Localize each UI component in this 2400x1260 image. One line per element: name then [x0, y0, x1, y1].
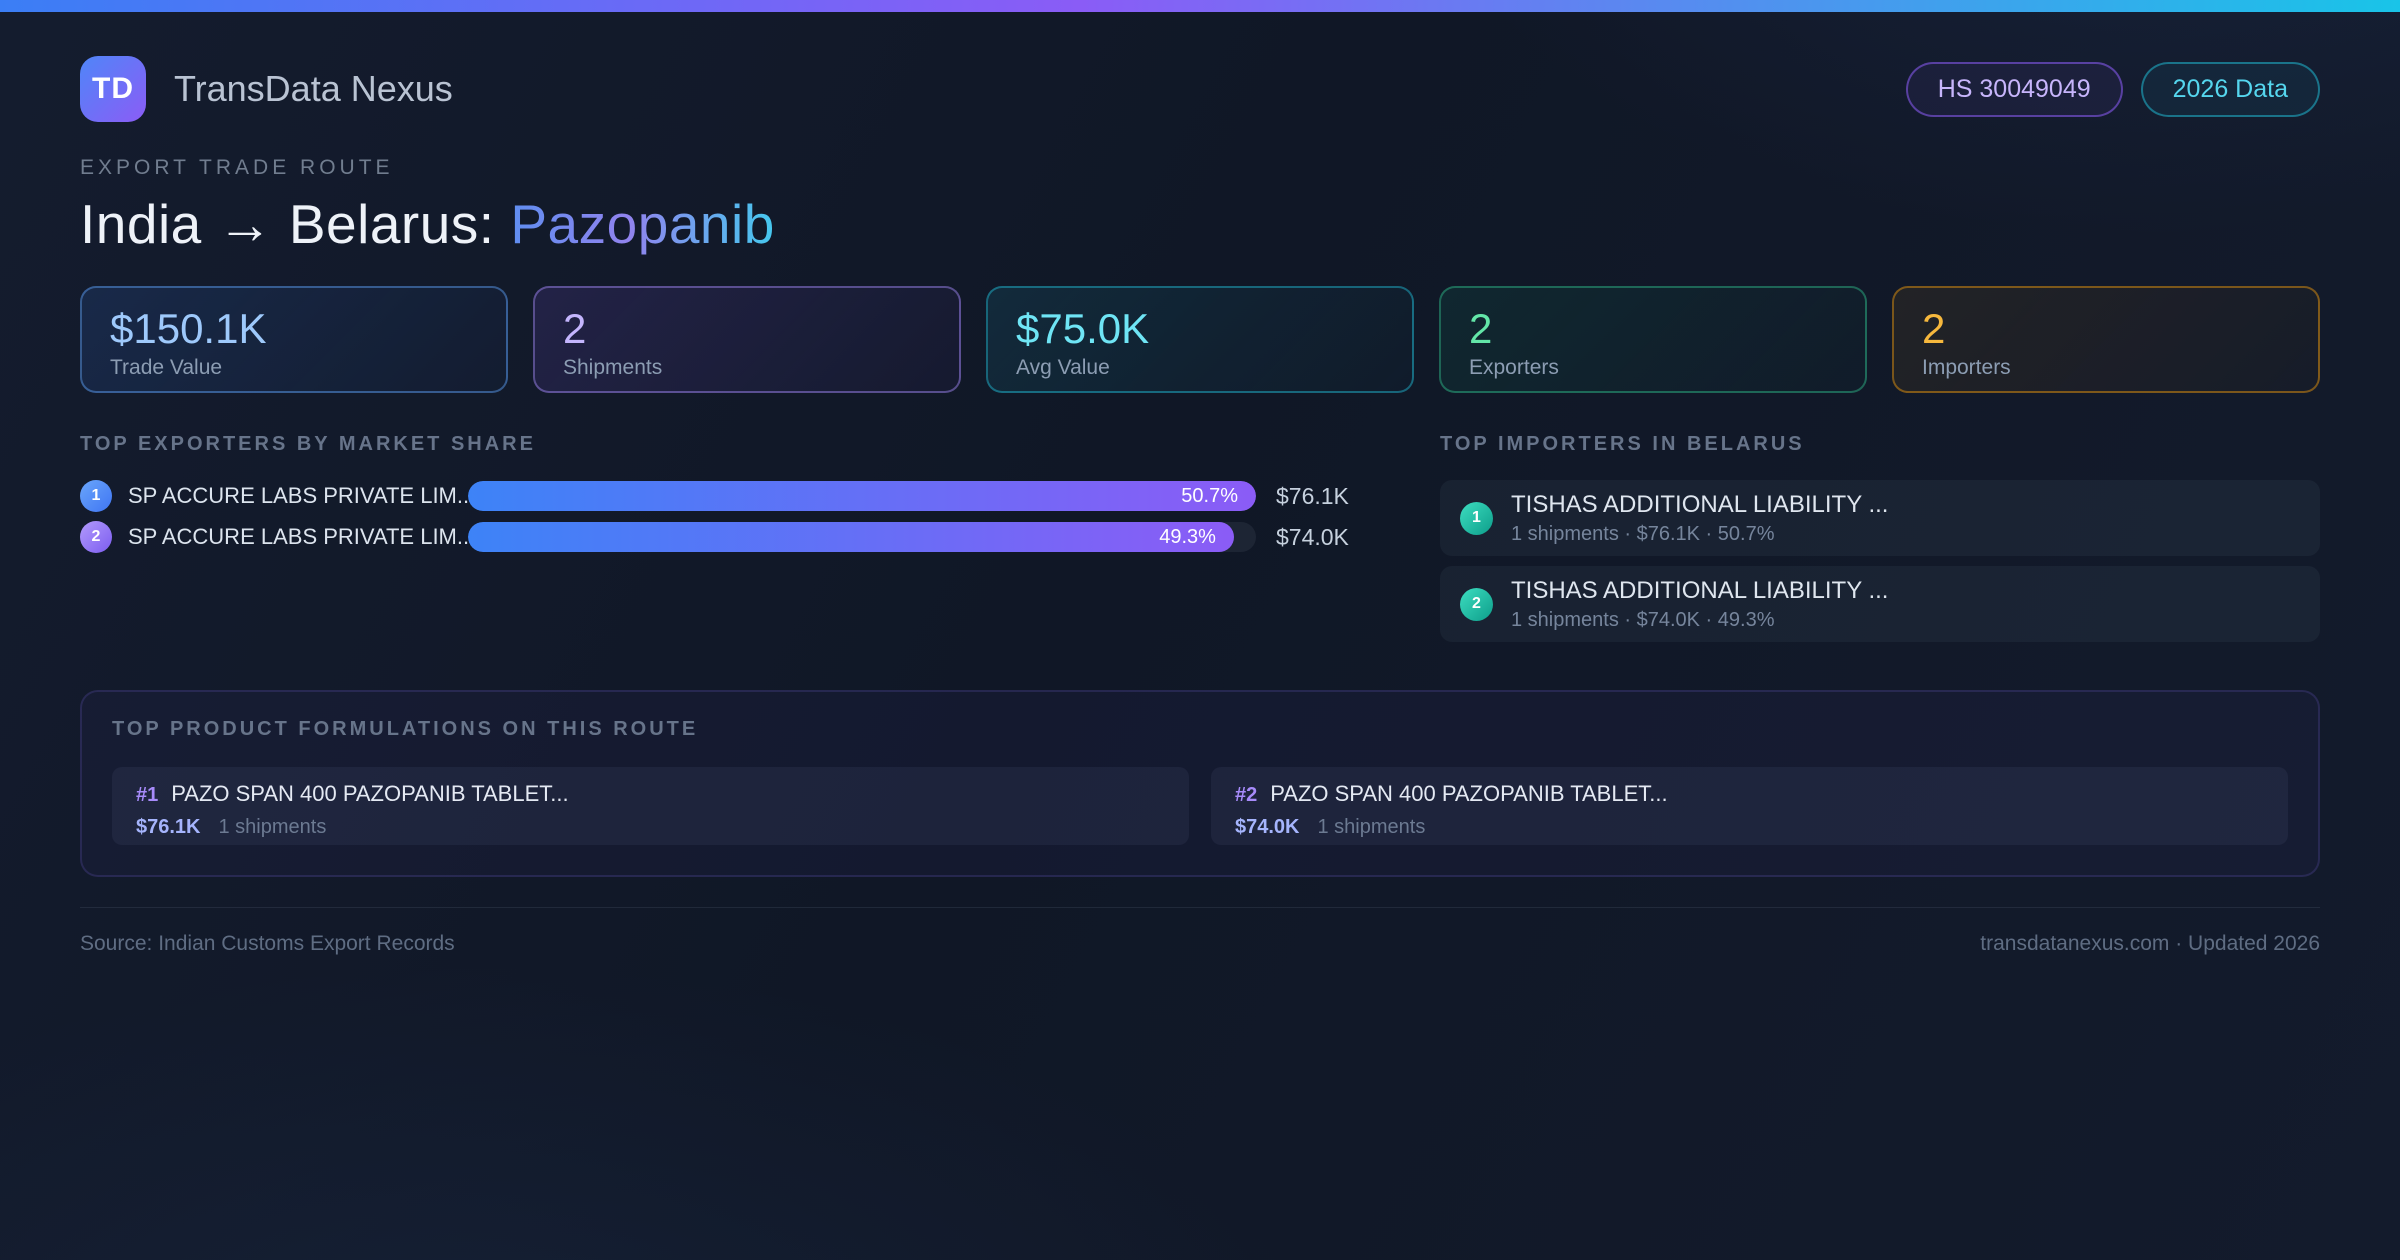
stat-label: Trade Value [110, 356, 223, 380]
stat-value: 2 [563, 305, 587, 352]
exporter-row[interactable]: 1 SP ACCURE LABS PRIVATE LIM... 50.7% $7… [80, 480, 1366, 512]
products-title: TOP PRODUCT FORMULATIONS ON THIS ROUTE [112, 718, 699, 740]
market-share-bar: 50.7% [468, 481, 1256, 511]
products-grid: #1 PAZO SPAN 400 PAZOPANIB TABLET... $76… [112, 767, 2288, 845]
market-share-bar-track: 49.3% [468, 522, 1256, 552]
columns: TOP EXPORTERS BY MARKET SHARE 1 SP ACCUR… [80, 433, 2320, 652]
product-stats: $74.0K 1 shipments [1235, 816, 2264, 839]
stat-label: Importers [1922, 356, 2011, 380]
rank-badge: 1 [1460, 501, 1493, 535]
stat-card-exporters: 2 Exporters [1439, 286, 1867, 393]
importer-info: TISHAS ADDITIONAL LIABILITY ... 1 shipme… [1511, 577, 1888, 632]
importers-section: TOP IMPORTERS IN BELARUS 1 TISHAS ADDITI… [1440, 433, 2320, 652]
importer-card[interactable]: 2 TISHAS ADDITIONAL LIABILITY ... 1 ship… [1440, 566, 2320, 642]
product-card[interactable]: #2 PAZO SPAN 400 PAZOPANIB TABLET... $74… [1211, 767, 2288, 845]
exporter-value: $74.0K [1276, 523, 1349, 550]
stat-label: Shipments [563, 356, 663, 380]
app-logo: TD [80, 56, 146, 122]
importer-info: TISHAS ADDITIONAL LIABILITY ... 1 shipme… [1511, 491, 1888, 546]
product-name: PAZO SPAN 400 PAZOPANIB TABLET... [171, 781, 569, 806]
product-rank: #2 [1235, 784, 1258, 806]
page-title-route: India → Belarus: [80, 193, 511, 255]
header-badges: HS 30049049 2026 Data [1905, 61, 2320, 117]
exporters-section: TOP EXPORTERS BY MARKET SHARE 1 SP ACCUR… [80, 433, 1366, 652]
stat-value: $75.0K [1016, 305, 1150, 352]
stat-value: 2 [1922, 305, 1946, 352]
hs-code-badge: HS 30049049 [1905, 61, 2123, 117]
importer-meta: 1 shipments · $76.1K · 50.7% [1511, 522, 1775, 545]
importer-meta: 1 shipments · $74.0K · 49.3% [1511, 608, 1775, 631]
exporter-value: $76.1K [1276, 482, 1349, 509]
market-share-percent: 49.3% [1159, 525, 1216, 548]
stat-cards-row: $150.1K Trade Value 2 Shipments $75.0K A… [80, 286, 2320, 393]
data-year-badge: 2026 Data [2140, 61, 2320, 117]
importers-title: TOP IMPORTERS IN BELARUS [1440, 433, 1805, 455]
product-header: #2 PAZO SPAN 400 PAZOPANIB TABLET... [1235, 781, 2264, 807]
stat-label: Exporters [1469, 356, 1559, 380]
market-share-percent: 50.7% [1181, 484, 1238, 507]
exporters-title: TOP EXPORTERS BY MARKET SHARE [80, 433, 536, 455]
importer-card[interactable]: 1 TISHAS ADDITIONAL LIABILITY ... 1 ship… [1440, 480, 2320, 556]
product-shipments: 1 shipments [1317, 816, 1426, 838]
stat-card-avg-value: $75.0K Avg Value [986, 286, 1414, 393]
stat-value: 2 [1469, 305, 1493, 352]
top-accent-bar [0, 0, 2400, 12]
exporter-name: SP ACCURE LABS PRIVATE LIM... [128, 524, 468, 549]
rank-badge: 2 [1460, 587, 1493, 621]
products-panel: TOP PRODUCT FORMULATIONS ON THIS ROUTE #… [80, 690, 2320, 877]
exporter-name: SP ACCURE LABS PRIVATE LIM... [128, 483, 468, 508]
footer-site: transdatanexus.com · Updated 2026 [1980, 932, 2320, 955]
stat-value: $150.1K [110, 305, 267, 352]
market-share-bar-track: 50.7% [468, 481, 1256, 511]
product-name: PAZO SPAN 400 PAZOPANIB TABLET... [1270, 781, 1668, 806]
product-card[interactable]: #1 PAZO SPAN 400 PAZOPANIB TABLET... $76… [112, 767, 1189, 845]
market-share-bar: 49.3% [468, 522, 1234, 552]
stat-card-trade-value: $150.1K Trade Value [80, 286, 508, 393]
stat-card-importers: 2 Importers [1892, 286, 2320, 393]
importer-name: TISHAS ADDITIONAL LIABILITY ... [1511, 576, 1889, 604]
product-value: $74.0K [1235, 816, 1300, 838]
product-value: $76.1K [136, 816, 201, 838]
importer-name: TISHAS ADDITIONAL LIABILITY ... [1511, 490, 1889, 518]
app-title: TransData Nexus [174, 68, 453, 109]
footer: Source: Indian Customs Export Records tr… [80, 907, 2320, 956]
product-rank: #1 [136, 784, 159, 806]
stat-label: Avg Value [1016, 356, 1110, 380]
header: TD TransData Nexus HS 30049049 2026 Data [80, 56, 2320, 122]
footer-source: Source: Indian Customs Export Records [80, 932, 455, 955]
app-logo-monogram: TD [92, 72, 134, 105]
product-shipments: 1 shipments [218, 816, 327, 838]
page-title-product: Pazopanib [510, 193, 775, 255]
product-stats: $76.1K 1 shipments [136, 816, 1165, 839]
page-title: India → Belarus: Pazopanib [80, 192, 2320, 256]
page-kicker: EXPORT TRADE ROUTE [80, 156, 394, 179]
rank-badge: 1 [80, 480, 112, 512]
exporter-row[interactable]: 2 SP ACCURE LABS PRIVATE LIM... 49.3% $7… [80, 521, 1366, 553]
stat-card-shipments: 2 Shipments [533, 286, 961, 393]
rank-badge: 2 [80, 521, 112, 553]
page-container: TD TransData Nexus HS 30049049 2026 Data… [80, 12, 2320, 956]
product-header: #1 PAZO SPAN 400 PAZOPANIB TABLET... [136, 781, 1165, 807]
